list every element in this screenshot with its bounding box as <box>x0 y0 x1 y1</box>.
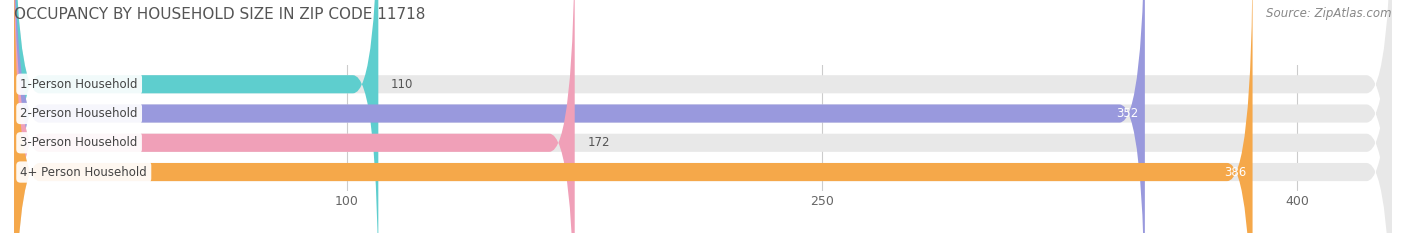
FancyBboxPatch shape <box>14 0 575 233</box>
Text: 4+ Person Household: 4+ Person Household <box>21 165 148 178</box>
Text: 110: 110 <box>391 78 413 91</box>
Text: 386: 386 <box>1225 165 1246 178</box>
Text: 352: 352 <box>1116 107 1139 120</box>
FancyBboxPatch shape <box>14 0 1392 233</box>
FancyBboxPatch shape <box>14 0 1392 233</box>
Text: Source: ZipAtlas.com: Source: ZipAtlas.com <box>1267 7 1392 20</box>
FancyBboxPatch shape <box>14 0 1144 233</box>
FancyBboxPatch shape <box>14 0 1392 233</box>
Text: 2-Person Household: 2-Person Household <box>21 107 138 120</box>
Text: OCCUPANCY BY HOUSEHOLD SIZE IN ZIP CODE 11718: OCCUPANCY BY HOUSEHOLD SIZE IN ZIP CODE … <box>14 7 426 22</box>
Text: 1-Person Household: 1-Person Household <box>21 78 138 91</box>
FancyBboxPatch shape <box>14 0 1253 233</box>
FancyBboxPatch shape <box>14 0 378 233</box>
Text: 3-Person Household: 3-Person Household <box>21 136 138 149</box>
FancyBboxPatch shape <box>14 0 1392 233</box>
Text: 172: 172 <box>588 136 610 149</box>
